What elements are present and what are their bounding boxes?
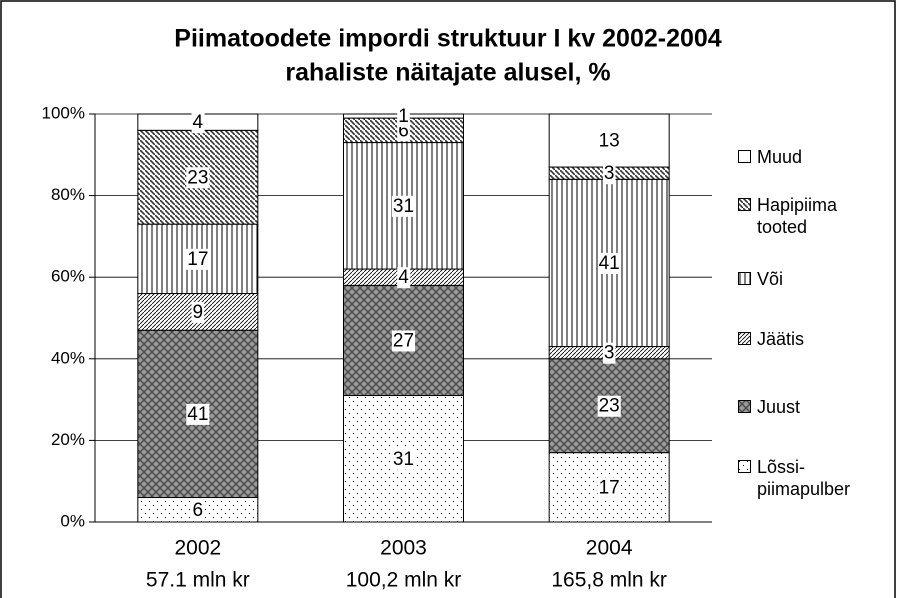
data-label: 3 [604, 163, 615, 184]
legend-item: Lõssi-piimapulber [738, 456, 888, 500]
legend-label: Või [757, 269, 784, 289]
legend-label: Jäätis [757, 329, 805, 349]
legend-item: Või [738, 268, 888, 290]
data-label-bg [597, 252, 621, 274]
legend-swatch [738, 198, 751, 211]
y-tick-label: 100% [42, 103, 85, 122]
y-tick-label: 0% [60, 511, 85, 530]
legend-item: Hapipiima tooted [738, 194, 888, 238]
legend-swatch [738, 150, 751, 163]
data-label-bg [191, 112, 205, 134]
y-tick-label: 40% [51, 348, 85, 367]
x-tick-sublabel: 100,2 mln kr [346, 569, 462, 592]
data-label-bg [186, 248, 210, 270]
data-label: 31 [393, 196, 414, 217]
data-label-bg [602, 342, 616, 364]
x-tick-label: 2003 [380, 537, 427, 560]
data-label: 41 [599, 253, 620, 274]
legend-label: Lõssi-piimapulber [757, 457, 851, 499]
legend-swatch [738, 332, 751, 345]
x-tick-label: 2002 [174, 537, 221, 560]
data-label-bg [186, 167, 210, 189]
x-tick-label: 2004 [586, 537, 633, 560]
data-label-bg [186, 403, 210, 425]
y-tick-label: 20% [51, 430, 85, 449]
legend-label: Muud [757, 147, 803, 167]
data-label: 13 [599, 131, 620, 152]
data-label: 9 [193, 302, 204, 323]
legend-label: Juust [757, 397, 801, 417]
legend-swatch [738, 272, 751, 285]
data-label-bg [191, 499, 205, 521]
data-label: 1 [398, 106, 409, 127]
y-tick-label: 60% [51, 267, 85, 286]
data-label: 23 [599, 396, 620, 417]
data-label-bg [597, 477, 621, 499]
chart-subtitle: rahaliste näitajate alusel, % [285, 59, 610, 87]
data-label: 27 [393, 330, 414, 351]
data-label-bg [391, 330, 416, 352]
legend-item: Juust [738, 396, 888, 418]
x-tick-sublabel: 165,8 mln kr [551, 569, 667, 592]
legend-swatch [738, 460, 751, 473]
data-label-bg [391, 195, 416, 217]
data-label: 31 [393, 449, 414, 470]
legend-item: Muud [738, 146, 888, 168]
data-label: 4 [398, 267, 409, 288]
data-label-bg [397, 267, 411, 289]
data-label: 4 [193, 112, 204, 133]
data-label: 23 [187, 167, 208, 188]
data-label: 6 [398, 120, 409, 141]
data-label-bg [391, 448, 416, 470]
legend-label: Hapipiima tooted [757, 195, 838, 237]
data-label: 3 [604, 343, 615, 364]
data-label-bg [597, 395, 621, 417]
data-label-bg [397, 106, 410, 128]
data-label-bg [602, 163, 616, 185]
y-tick-label: 80% [51, 185, 85, 204]
x-tick-sublabel: 57.1 mln kr [146, 569, 250, 592]
data-label: 17 [599, 477, 620, 498]
data-label: 41 [187, 404, 208, 425]
legend-item: Jäätis [738, 328, 888, 350]
data-label-bg [597, 130, 621, 152]
data-label: 17 [187, 249, 208, 270]
legend-swatch [738, 400, 751, 413]
data-label: 6 [193, 500, 204, 521]
chart-title: Piimatoodete impordi struktuur I kv 2002… [174, 25, 721, 53]
data-label-bg [191, 301, 205, 323]
